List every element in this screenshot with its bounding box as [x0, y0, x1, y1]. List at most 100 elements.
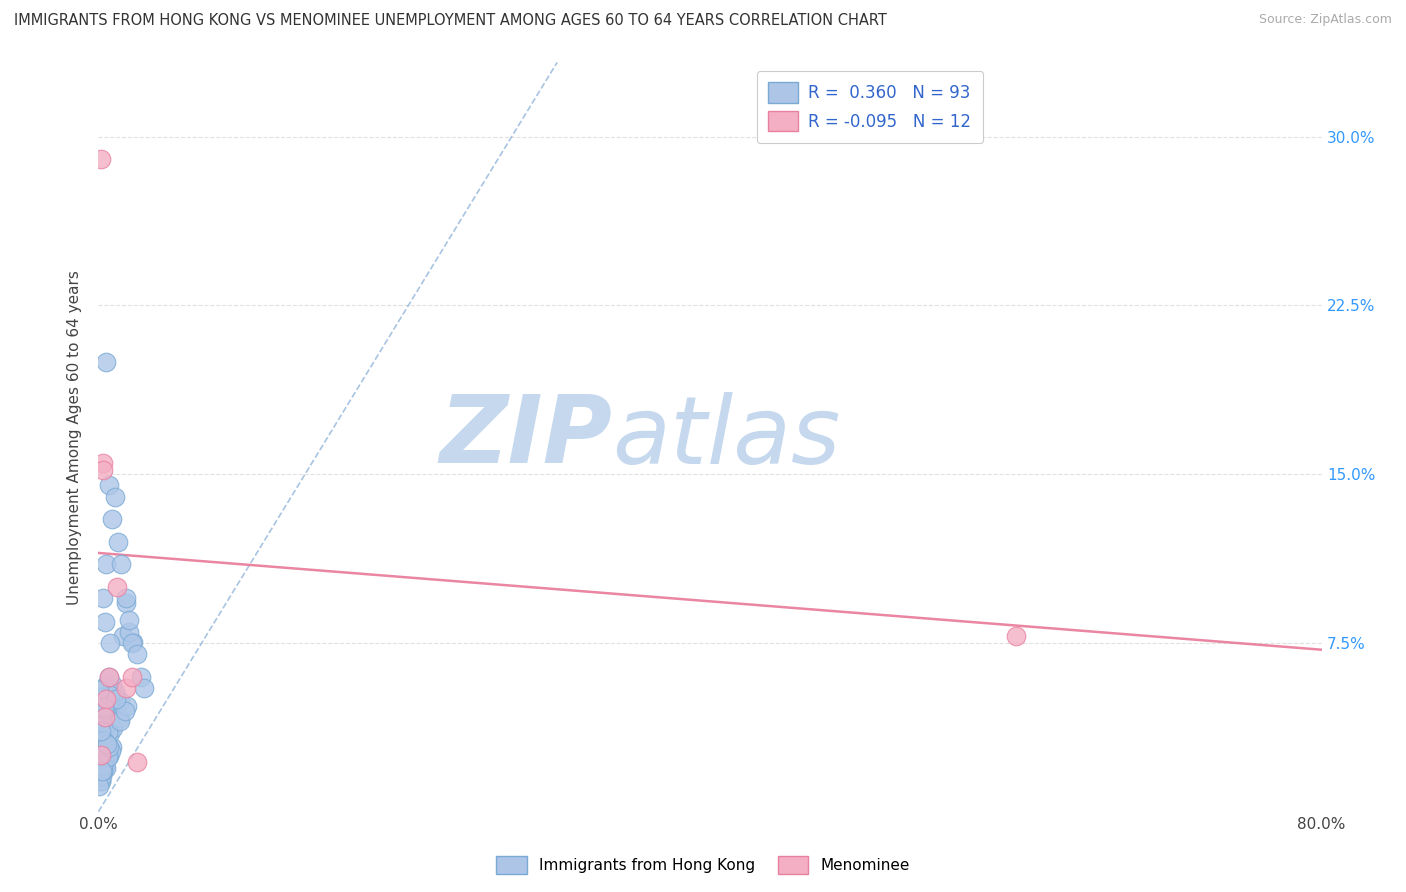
Point [93, 734, 115, 748]
Point [90, 752, 112, 766]
Point [93, 699, 115, 714]
Point [121, 670, 143, 684]
Point [90, 709, 112, 723]
Point [90, 764, 112, 779]
Point [89, 706, 111, 720]
Point [125, 756, 148, 770]
Point [103, 721, 125, 735]
Point [111, 629, 134, 643]
Point [101, 677, 124, 691]
Point [93, 753, 115, 767]
Point [91, 734, 114, 748]
Point [89, 773, 111, 788]
Point [122, 634, 145, 648]
Point [98, 726, 121, 740]
Point [93, 742, 115, 756]
Point [94, 692, 117, 706]
Point [96, 761, 118, 775]
Point [94, 699, 117, 714]
Point [94, 751, 117, 765]
Point [110, 694, 132, 708]
Point [90, 748, 112, 763]
Point [93, 758, 115, 772]
Point [125, 647, 148, 661]
Point [91, 764, 114, 778]
Point [93, 723, 115, 738]
Text: IMMIGRANTS FROM HONG KONG VS MENOMINEE UNEMPLOYMENT AMONG AGES 60 TO 64 YEARS CO: IMMIGRANTS FROM HONG KONG VS MENOMINEE U… [14, 13, 887, 29]
Point [93, 706, 115, 721]
Point [110, 711, 132, 725]
Point [105, 580, 128, 594]
Point [93, 696, 115, 710]
Point [91, 769, 114, 783]
Point [107, 534, 129, 549]
Point [89, 779, 111, 793]
Point [110, 558, 132, 572]
Point [89, 683, 111, 698]
Point [90, 758, 112, 772]
Point [104, 490, 127, 504]
Point [91, 747, 114, 761]
Point [121, 636, 143, 650]
Point [96, 737, 118, 751]
Point [101, 739, 124, 754]
Point [93, 744, 115, 758]
Point [115, 591, 138, 605]
Point [115, 699, 138, 714]
Point [96, 695, 118, 709]
Point [98, 688, 121, 702]
Point [134, 681, 156, 695]
Point [94, 354, 117, 368]
Point [98, 670, 121, 684]
Legend: R =  0.360   N = 93, R = -0.095   N = 12: R = 0.360 N = 93, R = -0.095 N = 12 [756, 70, 983, 143]
Point [97, 724, 120, 739]
Point [94, 558, 117, 572]
Point [89, 733, 111, 747]
Point [91, 690, 114, 705]
Point [90, 774, 112, 789]
Point [104, 692, 127, 706]
Point [94, 737, 117, 751]
Point [91, 463, 114, 477]
Point [90, 724, 112, 739]
Point [100, 744, 122, 758]
Point [90, 715, 112, 730]
Point [97, 748, 120, 763]
Point [94, 678, 117, 692]
Point [93, 710, 115, 724]
Point [89, 734, 111, 748]
Point [104, 685, 127, 699]
Text: Source: ZipAtlas.com: Source: ZipAtlas.com [1258, 13, 1392, 27]
Point [115, 596, 138, 610]
Legend: Immigrants from Hong Kong, Menominee: Immigrants from Hong Kong, Menominee [489, 850, 917, 880]
Point [129, 670, 152, 684]
Point [90, 152, 112, 166]
Point [98, 740, 121, 755]
Text: atlas: atlas [612, 392, 841, 483]
Point [90, 751, 112, 765]
Point [91, 703, 114, 717]
Point [94, 759, 117, 773]
Point [97, 669, 120, 683]
Point [89, 763, 111, 777]
Point [118, 614, 141, 628]
Point [108, 714, 131, 728]
Y-axis label: Unemployment Among Ages 60 to 64 years: Unemployment Among Ages 60 to 64 years [66, 269, 82, 605]
Point [94, 702, 117, 716]
Point [1004, 629, 1026, 643]
Point [118, 625, 141, 640]
Point [89, 753, 111, 767]
Point [101, 512, 124, 526]
Point [98, 478, 121, 492]
Point [115, 681, 138, 695]
Point [97, 747, 120, 762]
Point [97, 750, 120, 764]
Point [91, 733, 114, 747]
Point [91, 456, 114, 470]
Point [100, 698, 122, 712]
Point [91, 591, 114, 605]
Point [93, 747, 115, 762]
Point [89, 749, 111, 764]
Point [114, 704, 136, 718]
Point [98, 636, 121, 650]
